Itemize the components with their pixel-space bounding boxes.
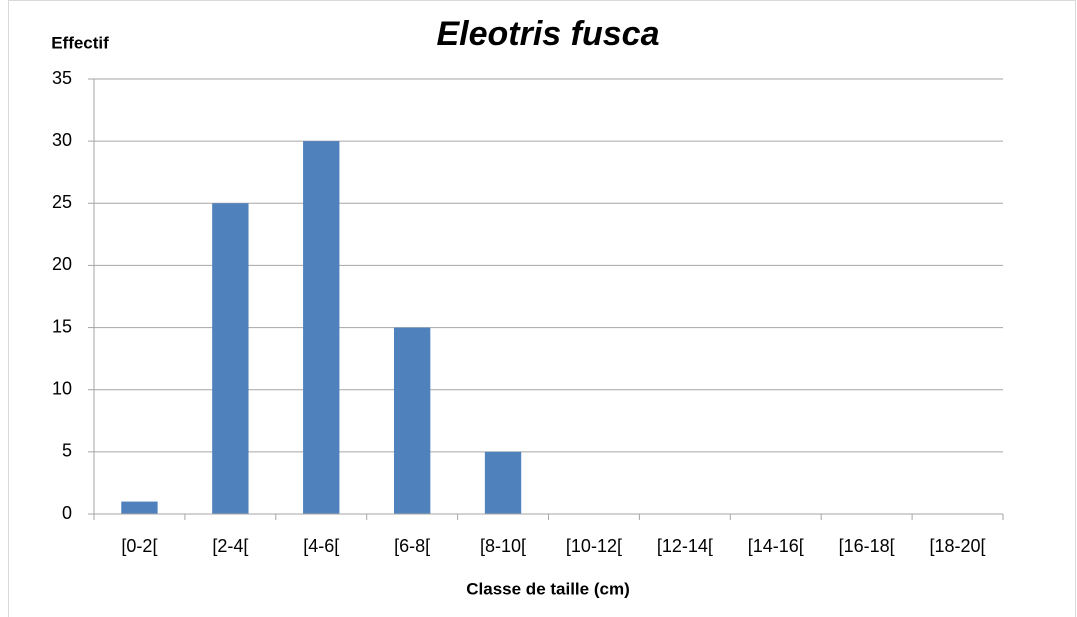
x-tick-label: [2-4[ <box>212 536 248 556</box>
x-tick-label: [4-6[ <box>303 536 339 556</box>
x-tick-label: [6-8[ <box>394 536 430 556</box>
x-tick-label: [14-16[ <box>748 536 804 556</box>
bar <box>303 141 340 514</box>
bar <box>393 327 431 514</box>
y-tick-label: 25 <box>52 192 72 212</box>
y-tick-label: 15 <box>52 316 72 336</box>
y-tick-label: 20 <box>52 254 72 274</box>
y-tick-label: 5 <box>62 441 72 461</box>
chart-title: Eleotris fusca <box>437 15 660 53</box>
y-tick-label: 0 <box>62 503 72 523</box>
x-tick-label: [12-14[ <box>657 536 713 556</box>
y-tick-label: 35 <box>52 68 72 88</box>
y-tick-label: 10 <box>52 378 72 398</box>
chart-border <box>8 0 1076 617</box>
x-tick-label: [8-10[ <box>480 536 526 556</box>
bar <box>484 451 522 514</box>
bar <box>121 501 158 514</box>
x-tick-label: [0-2[ <box>121 536 157 556</box>
y-tick-label: 30 <box>52 130 72 150</box>
y-axis-label: Effectif <box>51 33 109 52</box>
x-tick-label: [18-20[ <box>930 536 986 556</box>
x-axis-label: Classe de taille (cm) <box>466 579 629 598</box>
x-tick-label: [10-12[ <box>566 536 622 556</box>
bar <box>212 203 249 515</box>
x-tick-label: [16-18[ <box>839 536 895 556</box>
